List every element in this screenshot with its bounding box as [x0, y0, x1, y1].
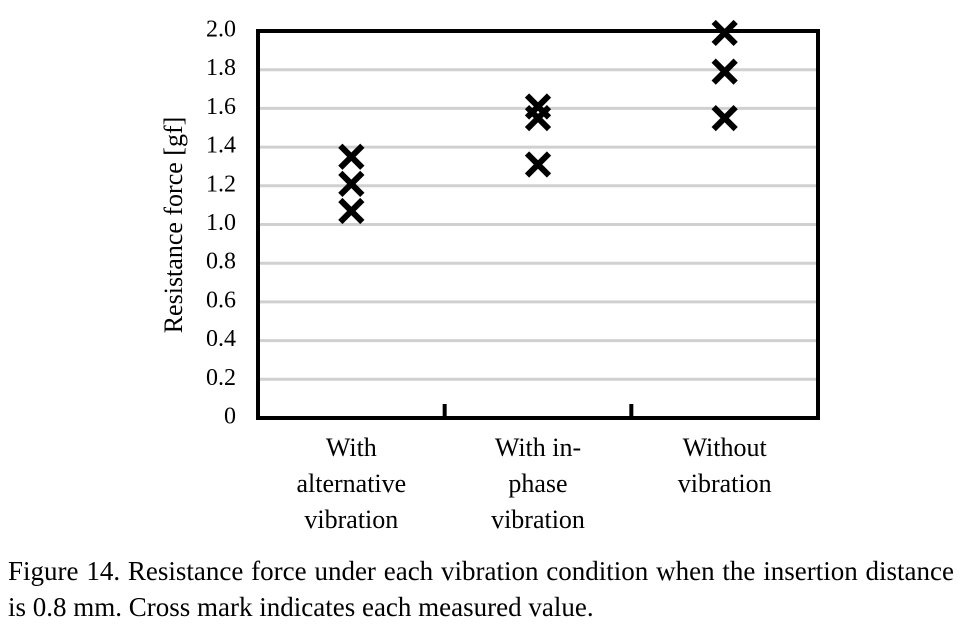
- cross-marker: [711, 19, 738, 47]
- y-tick-label: 0.2: [206, 365, 236, 391]
- cross-marker: [524, 104, 552, 132]
- x-tick-label: With in-phase vibration: [491, 433, 585, 534]
- y-axis-label: Resistance force [gf]: [159, 117, 188, 334]
- cross-stroke: [711, 58, 738, 85]
- cross-marker: [338, 143, 365, 170]
- chart: Resistance force [gf] 0 0.2 0.4 0.6 0.8 1.0 1.…: [159, 17, 820, 430]
- cross-stroke: [524, 151, 552, 178]
- cross-stroke: [711, 104, 738, 132]
- y-tick-label: 1.8: [206, 55, 236, 81]
- y-tick-label: 0.4: [206, 326, 236, 352]
- cross-marker: [338, 197, 365, 225]
- cross-stroke: [338, 170, 365, 197]
- x-tick-label: With alternative vibration: [296, 433, 407, 534]
- cross-stroke: [338, 197, 365, 225]
- y-tick-label: 1.0: [206, 210, 236, 236]
- y-tick-label: 0.6: [206, 287, 236, 313]
- y-tick-label: 0.8: [206, 249, 236, 275]
- y-tick-label: 1.6: [206, 94, 236, 120]
- y-tick-label: 2.0: [206, 17, 236, 43]
- cross-marker: [711, 58, 738, 85]
- plot-frame: [256, 29, 820, 420]
- cross-stroke: [711, 19, 738, 47]
- y-tick-label: 1.2: [206, 171, 236, 197]
- y-tick-label: 1.4: [206, 133, 236, 159]
- cross-stroke: [338, 143, 365, 170]
- cross-marker: [524, 151, 552, 178]
- cross-stroke: [524, 104, 552, 132]
- cross-marker: [711, 104, 738, 132]
- x-tick-label: Without vibration: [677, 433, 772, 498]
- cross-marker: [338, 170, 365, 197]
- caption: Figure 14. Resistance force under each v…: [8, 556, 954, 622]
- y-tick-label: 0: [224, 404, 236, 430]
